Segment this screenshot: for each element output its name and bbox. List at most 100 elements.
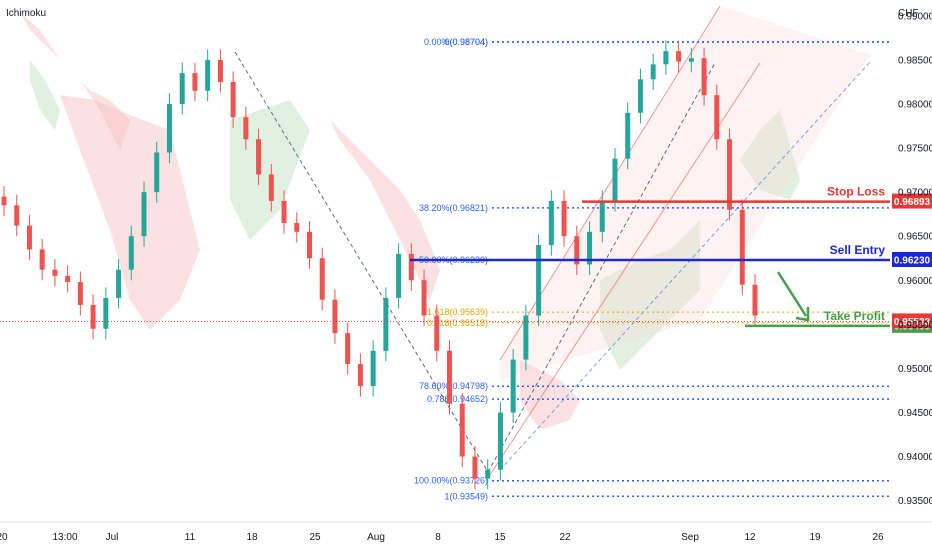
- take-profit-arrow-head: [795, 307, 810, 322]
- candle-body: [306, 231, 312, 259]
- price-tag-bg: [892, 252, 932, 267]
- candle-body: [548, 200, 554, 246]
- y-tick-label: 0.96000: [898, 276, 932, 287]
- price-tag-bg: [892, 193, 932, 209]
- candle-body: [637, 79, 643, 113]
- candle-body: [319, 258, 325, 300]
- candle-body: [701, 58, 707, 96]
- candle-body: [217, 59, 223, 82]
- candle-body: [599, 200, 605, 232]
- y-tick-label: 0.95500: [898, 320, 932, 331]
- x-tick-label: 13:00: [52, 532, 77, 543]
- fib-level-label: 0.786(0.94652): [427, 394, 488, 404]
- fib-level-label: 100.00%(0.93726): [414, 476, 488, 486]
- candle-body: [739, 209, 745, 285]
- candle-body: [497, 412, 503, 470]
- current-price-tag-bg: [892, 313, 932, 329]
- candle-body: [230, 81, 236, 118]
- candle-body: [421, 280, 427, 316]
- x-tick-label: 22: [559, 532, 571, 543]
- y-tick-label: 0.95000: [898, 364, 932, 375]
- indicator-label: Ichimoku: [6, 8, 47, 19]
- candle-body: [727, 139, 733, 210]
- take-profit-arrow-line: [776, 271, 808, 317]
- candle-body: [447, 350, 453, 404]
- candle-body: [510, 359, 516, 413]
- candle-body: [90, 304, 96, 329]
- x-tick-label: 19: [809, 532, 821, 543]
- rising-channel-fill: [500, 6, 870, 380]
- candle-body: [128, 236, 134, 270]
- candle-body: [574, 236, 580, 265]
- candle-body: [205, 59, 211, 91]
- y-tick-label: 0.94500: [898, 408, 932, 419]
- candle-body: [370, 350, 376, 387]
- candle-body: [77, 282, 83, 305]
- candle-body: [688, 58, 694, 62]
- candle-body: [166, 104, 172, 153]
- y-tick-label: 0.94000: [898, 452, 932, 463]
- x-tick-label: Aug: [367, 532, 385, 543]
- channel-mid-line: [499, 61, 871, 471]
- candle-body: [1, 196, 7, 206]
- candle-body: [472, 456, 478, 479]
- candle-body: [65, 275, 71, 283]
- y-tick-label: 0.98500: [898, 55, 932, 66]
- price-tag-text: 0.96230: [894, 256, 931, 267]
- x-tick-label: 8: [435, 532, 441, 543]
- trade-level-label: Sell Entry: [830, 243, 886, 257]
- candle-body: [383, 297, 389, 351]
- candle-body: [408, 253, 414, 281]
- fib-level-label: 38.20%(0.96821): [419, 203, 488, 213]
- x-tick-label: 18: [246, 532, 258, 543]
- candle-body: [587, 231, 593, 265]
- candle-body: [523, 315, 529, 360]
- candle-body: [332, 299, 338, 334]
- ichimoku-cloud-bearish: [520, 360, 580, 430]
- candle-body: [141, 192, 147, 237]
- x-tick-label: 12: [744, 532, 756, 543]
- fib-level-label: 0.00%(0.98704): [424, 37, 488, 47]
- ichimoku-cloud-bearish: [20, 12, 130, 150]
- candle-body: [714, 95, 720, 140]
- candle-body: [154, 152, 160, 193]
- y-tick-label: 0.98000: [898, 100, 932, 111]
- fib-anchor-line-2: [487, 62, 716, 473]
- price-tag-text: 0.96893: [894, 197, 931, 208]
- currency-label: CHF: [898, 8, 919, 19]
- y-tick-label: 0.99000: [898, 11, 932, 22]
- candle-body: [52, 269, 58, 276]
- candle-body: [179, 73, 185, 104]
- fib-level-label: 0.618(0.95518): [427, 318, 488, 328]
- y-tick-label: 0.97000: [898, 188, 932, 199]
- candle-body: [612, 158, 618, 201]
- candle-body: [268, 174, 274, 201]
- candle-body: [116, 269, 122, 298]
- current-price-tag-text: 0.95533: [894, 317, 931, 328]
- x-tick-label: 25: [309, 532, 321, 543]
- fib-level-label: 1(0.93549): [444, 491, 488, 501]
- ichimoku-cloud-bullish: [230, 100, 310, 240]
- x-tick-label: 20: [0, 532, 8, 543]
- fib-level-label: 78.60%(0.94798): [419, 381, 488, 391]
- candle-body: [676, 51, 682, 62]
- trade-level-label: Take Profit: [824, 309, 885, 323]
- fib-level-label: 0(0.98704): [444, 37, 488, 47]
- y-tick-label: 0.96500: [898, 232, 932, 243]
- candle-body: [256, 139, 262, 175]
- x-tick-label: 11: [185, 532, 196, 543]
- y-tick-label: 0.93500: [898, 496, 932, 507]
- candle-body: [752, 284, 758, 316]
- candle-body: [281, 200, 287, 223]
- candle-body: [39, 249, 45, 270]
- candle-body: [536, 245, 542, 316]
- x-tick-label: Jul: [106, 532, 119, 543]
- candle-body: [103, 297, 109, 329]
- candle-body: [192, 73, 198, 91]
- candle-body: [625, 112, 631, 159]
- candle-body: [663, 51, 669, 65]
- x-tick-label: 26: [872, 532, 884, 543]
- candle-body: [243, 117, 249, 140]
- fib-level-label: 1.618(0.95639): [427, 307, 488, 317]
